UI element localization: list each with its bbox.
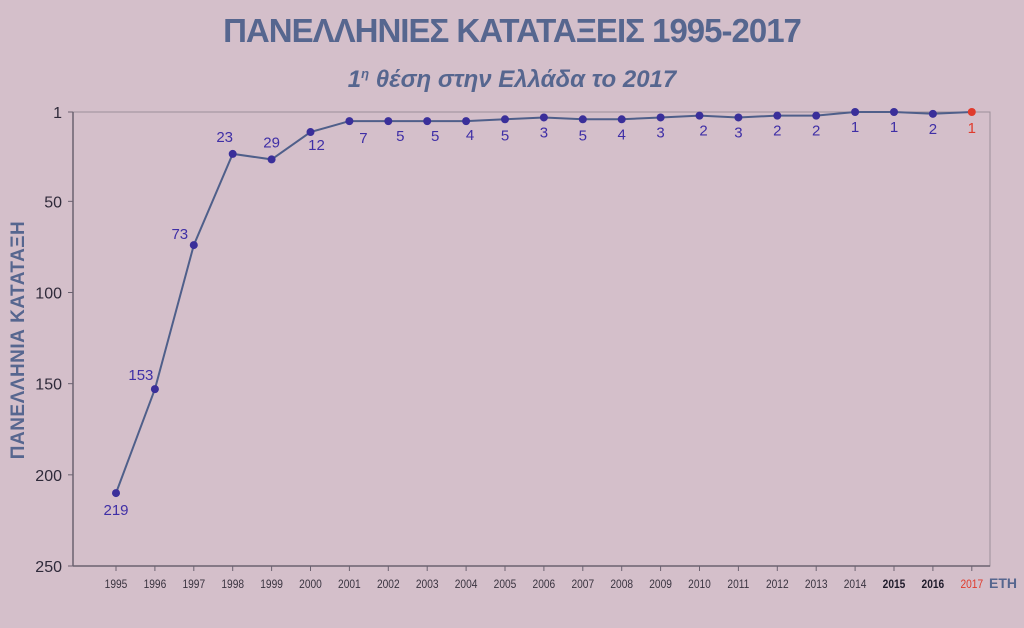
x-tick-label: 2007 (571, 578, 594, 591)
data-label: 29 (263, 134, 280, 151)
data-point-marker (306, 128, 315, 137)
data-label: 2 (929, 121, 937, 138)
data-point-marker (695, 111, 704, 120)
data-point-marker (112, 489, 120, 498)
data-label: 3 (540, 124, 548, 141)
data-point-marker (189, 241, 198, 250)
data-label: 7 (359, 130, 367, 147)
x-tick-label: 1997 (182, 578, 205, 591)
data-point-marker (462, 117, 471, 126)
x-tick-label: 2014 (844, 578, 867, 591)
y-axis-title: ΠΑΝΕΛΛΗΝΙΑ ΚΑΤΑΤΑΞΗ (8, 221, 29, 459)
data-point-marker (345, 117, 354, 126)
x-tick-label: 2008 (610, 578, 633, 591)
data-label: 1 (851, 119, 859, 136)
x-tick-label: 2013 (805, 578, 828, 591)
data-label: 5 (431, 128, 439, 145)
data-label: 5 (396, 128, 404, 145)
data-label: 2 (699, 123, 707, 140)
data-label: 4 (618, 126, 626, 143)
data-label: 12 (308, 137, 325, 154)
data-point-marker (773, 111, 782, 120)
data-point-marker (851, 108, 860, 116)
x-tick-label: 2016 (922, 578, 945, 591)
series-line (115, 111, 972, 494)
x-tick-label: 2012 (766, 578, 789, 591)
plot-frame (72, 111, 991, 567)
x-tick-label: 2009 (649, 578, 672, 591)
x-tick-label: 2005 (494, 578, 517, 591)
subtitle-ordinal: 1 (347, 66, 362, 93)
x-tick-label: 2017 (960, 578, 983, 591)
data-label: 3 (734, 124, 742, 141)
x-tick-label: 2000 (299, 578, 322, 591)
chart-subtitle: 1η θέση στην Ελλάδα το 2017 (0, 66, 1024, 94)
x-tick-label: 2002 (377, 578, 400, 591)
data-label: 5 (501, 127, 509, 144)
data-point-marker (656, 113, 665, 122)
data-label: 153 (128, 367, 153, 384)
data-label: 73 (171, 226, 188, 243)
x-tick-label: 1999 (260, 578, 283, 591)
data-point-marker (228, 149, 237, 158)
x-tick-label: 2010 (688, 578, 711, 591)
data-point-marker (967, 108, 976, 116)
x-tick-label: 2001 (338, 578, 361, 591)
data-point-marker (734, 113, 743, 122)
data-label: 4 (466, 127, 474, 144)
y-tick-label: 250 (35, 559, 62, 576)
x-tick-label: 1996 (144, 578, 167, 591)
subtitle-ordinal-suffix: η (361, 66, 370, 81)
x-tick-label: 2011 (727, 578, 749, 591)
chart-title: ΠΑΝΕΛΛΗΝΙΕΣ ΚΑΤΑΤΑΞΕΙΣ 1995-2017 (223, 12, 802, 49)
data-label: 219 (103, 502, 128, 519)
data-point-marker (501, 115, 509, 124)
data-label: 2 (812, 123, 820, 140)
subtitle-text: θέση στην Ελλάδα το 2017 (369, 66, 677, 93)
x-tick-label: 2006 (533, 578, 556, 591)
y-tick-label: 150 (35, 377, 62, 394)
y-tick-label: 100 (35, 286, 62, 303)
data-point-marker (890, 108, 898, 116)
data-point-marker (539, 113, 548, 122)
data-point-marker (928, 109, 937, 118)
data-label: 1 (968, 120, 976, 137)
x-tick-label: 2003 (416, 578, 439, 591)
data-point-marker (150, 385, 159, 394)
x-tick-label: 2004 (455, 578, 478, 591)
data-label: 1 (890, 119, 898, 136)
data-point-marker (578, 115, 587, 124)
x-axis-title: ΕΤΗ (989, 575, 1017, 591)
data-point-marker (384, 117, 393, 126)
data-point-marker (267, 155, 276, 164)
x-tick-label: 1998 (221, 578, 244, 591)
data-point-marker (812, 111, 821, 120)
y-tick-label: 1 (53, 105, 62, 122)
data-point-marker (423, 117, 432, 126)
data-label: 2 (773, 123, 781, 140)
data-label: 5 (579, 127, 587, 144)
data-point-marker (617, 115, 626, 124)
y-tick-label: 50 (44, 194, 62, 211)
data-label: 3 (656, 124, 664, 141)
x-tick-label: 1995 (105, 578, 128, 591)
y-tick-label: 200 (35, 468, 62, 485)
x-tick-label: 2015 (883, 578, 906, 591)
data-label: 23 (216, 129, 233, 146)
